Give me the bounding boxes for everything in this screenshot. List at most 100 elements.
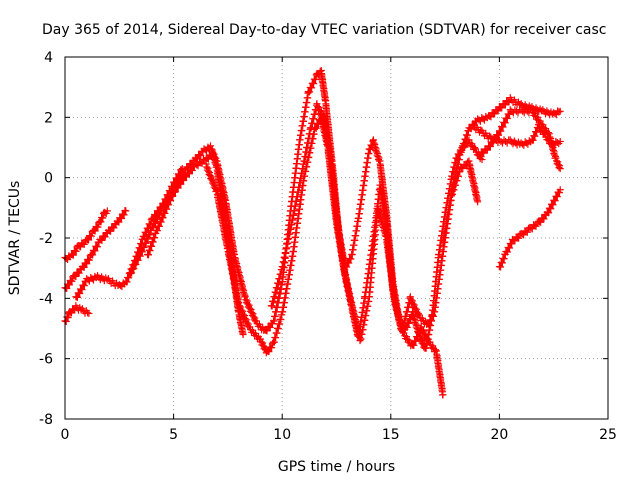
data-point — [494, 131, 502, 139]
data-point — [128, 269, 136, 277]
data-point — [417, 323, 425, 331]
data-point — [418, 326, 426, 334]
data-point — [136, 252, 144, 260]
data-point — [545, 209, 553, 217]
data-point — [239, 307, 247, 315]
data-point — [407, 296, 415, 304]
data-point — [248, 309, 256, 317]
data-point — [68, 309, 76, 317]
data-point — [99, 214, 107, 222]
series-track-h — [267, 100, 482, 340]
data-point — [310, 80, 318, 88]
data-point — [515, 234, 523, 242]
data-point — [489, 139, 497, 147]
data-point — [410, 341, 418, 349]
data-point — [235, 302, 243, 310]
data-point — [68, 277, 76, 285]
data-point — [514, 109, 522, 117]
data-point — [306, 88, 314, 96]
x-tick-label: 25 — [599, 427, 617, 443]
data-point — [487, 113, 495, 121]
data-point — [523, 228, 531, 236]
x-tick-label: 20 — [490, 427, 508, 443]
y-tick-label: -2 — [39, 231, 53, 247]
data-point — [235, 299, 243, 307]
data-point — [427, 316, 435, 324]
data-point — [245, 301, 253, 309]
data-point — [420, 330, 428, 338]
data-point — [193, 155, 201, 163]
series-track-l — [495, 186, 564, 271]
data-point — [247, 306, 255, 314]
data-point — [153, 227, 161, 235]
data-point — [155, 222, 163, 230]
data-point — [80, 263, 88, 271]
data-point — [512, 107, 520, 115]
data-point — [63, 284, 71, 292]
data-point — [503, 248, 511, 256]
data-point — [547, 205, 555, 213]
data-point — [130, 265, 138, 273]
data-point — [314, 103, 322, 111]
data-point — [471, 144, 479, 152]
data-point — [76, 289, 84, 297]
data-point — [551, 197, 559, 205]
data-point — [501, 119, 509, 127]
data-point — [78, 286, 86, 294]
data-point — [239, 310, 247, 318]
data-point — [494, 107, 502, 115]
data-point — [169, 192, 177, 200]
data-point — [532, 222, 540, 230]
data-point — [85, 236, 93, 244]
data-point — [241, 312, 249, 320]
data-point — [85, 309, 93, 317]
data-point — [556, 186, 564, 194]
data-point — [161, 209, 169, 217]
data-point — [138, 248, 146, 256]
data-point — [409, 300, 417, 308]
data-point — [242, 316, 250, 324]
data-point — [73, 293, 81, 301]
data-point — [75, 269, 83, 277]
data-point — [237, 303, 245, 311]
data-point — [265, 348, 273, 356]
data-point — [237, 306, 245, 314]
data-point — [498, 104, 506, 112]
data-point — [414, 309, 422, 317]
data-point — [171, 188, 179, 196]
x-tick-label: 15 — [382, 427, 400, 443]
data-point — [540, 215, 548, 223]
data-point — [72, 247, 80, 255]
data-point — [491, 110, 499, 118]
data-point — [80, 282, 88, 290]
x-axis-label: GPS time / hours — [278, 459, 395, 475]
y-tick-label: 0 — [44, 171, 53, 187]
data-point — [366, 146, 374, 154]
data-point — [256, 335, 264, 343]
data-point — [173, 184, 181, 192]
data-point — [414, 333, 422, 341]
data-point — [259, 339, 267, 347]
chart-title: Day 365 of 2014, Sidereal Day-to-day VTE… — [42, 22, 606, 38]
data-point — [62, 317, 70, 325]
data-point — [80, 240, 88, 248]
data-point — [555, 108, 563, 116]
data-point — [246, 304, 254, 312]
data-point — [313, 100, 321, 108]
data-point — [503, 139, 511, 147]
data-point — [93, 243, 101, 251]
data-point — [159, 214, 167, 222]
data-point — [406, 293, 414, 301]
data-point — [167, 197, 175, 205]
data-point — [467, 125, 475, 133]
data-point — [94, 223, 102, 231]
data-point — [85, 256, 93, 264]
data-point — [422, 331, 430, 339]
data-point — [556, 165, 564, 173]
data-point — [483, 146, 491, 154]
data-point — [431, 346, 439, 354]
series-track-k — [474, 106, 564, 173]
y-tick-label: -4 — [39, 291, 53, 307]
data-point — [241, 315, 249, 323]
